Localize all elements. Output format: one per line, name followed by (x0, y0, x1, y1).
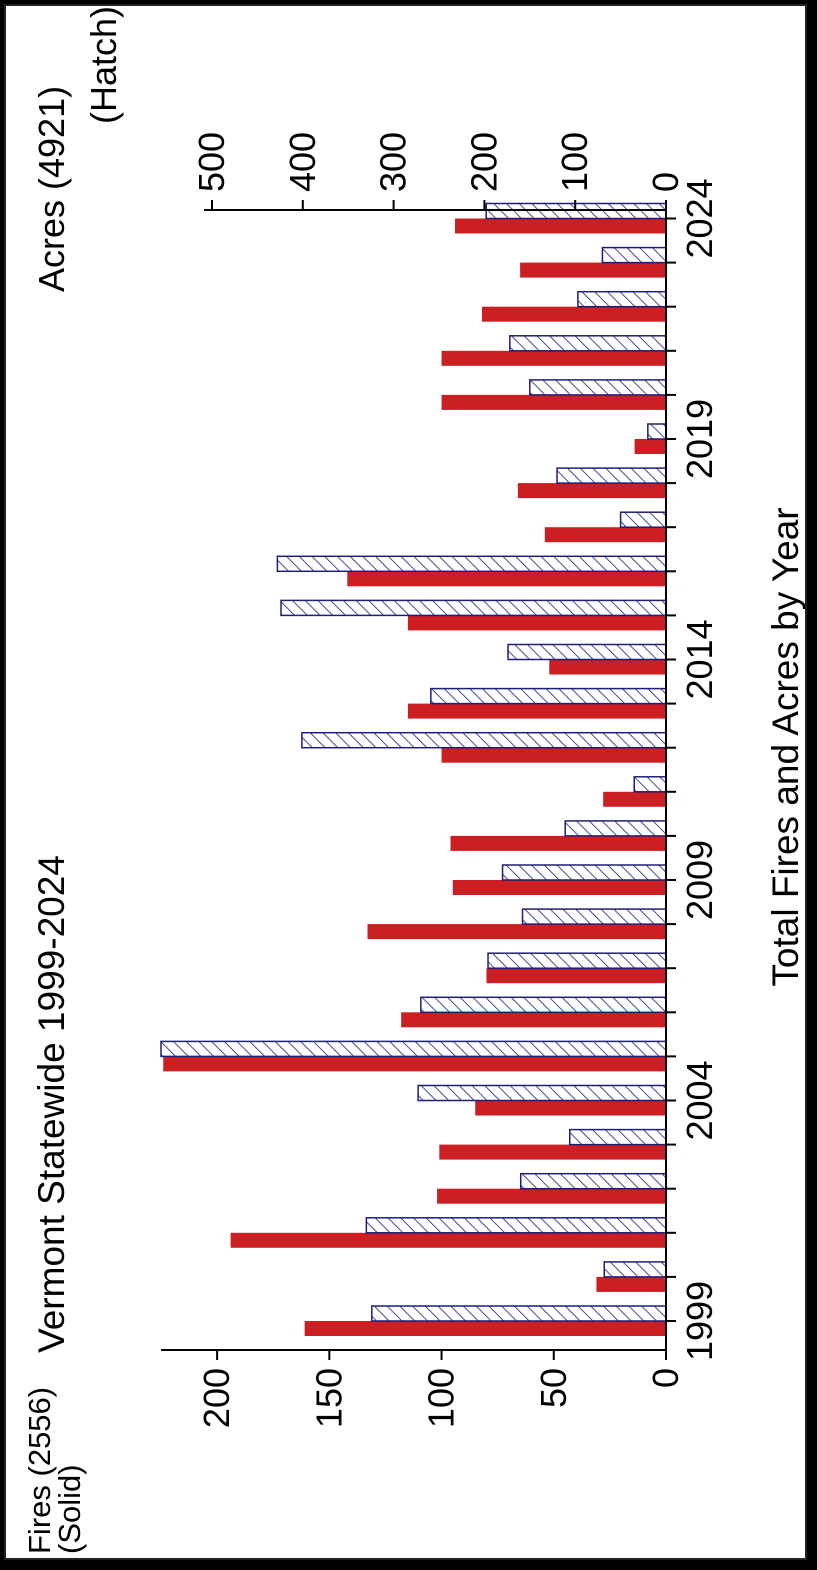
x-tick-label-1999: 1999 (679, 1281, 720, 1361)
right-tick-label-500: 500 (191, 132, 232, 192)
left-tick-label-50: 50 (533, 1368, 574, 1408)
fires-bar-2005 (163, 1056, 666, 1072)
x-axis-title: Total Fires and Acres by Year (765, 507, 806, 986)
left-tick-label-100: 100 (421, 1368, 462, 1428)
right-tick-label-300: 300 (373, 132, 414, 192)
acres-bar-2018 (556, 467, 667, 484)
acres-bar-2012 (301, 731, 667, 749)
acres-bar-2009 (501, 864, 667, 881)
fires-bar-2019 (634, 439, 666, 454)
right-axis-label-line2: (Hatch) (83, 6, 124, 124)
left-axis-label-line2: (Solid) (52, 1464, 87, 1554)
acres-bar-2022 (577, 290, 667, 308)
bars-layer (160, 202, 667, 1336)
acres-bar-2002 (519, 1172, 667, 1190)
fires-bar-2024 (455, 218, 666, 234)
right-tick-label-0: 0 (645, 172, 686, 192)
acres-bar-2014 (507, 643, 667, 661)
fires-bar-2006 (401, 1012, 666, 1028)
acres-bar-2008 (521, 908, 667, 925)
fires-bar-2016 (347, 571, 666, 587)
acres-bar-2010 (564, 820, 667, 837)
right-axis-label-line1: Acres (4921) (31, 86, 72, 292)
acres-bar-2011 (633, 776, 667, 793)
acres-bar-2016 (276, 555, 667, 573)
fires-bar-2018 (517, 483, 666, 499)
left-tick-label-0: 0 (645, 1368, 686, 1388)
acres-bar-2004 (417, 1084, 667, 1102)
right-tick-label-400: 400 (282, 132, 323, 192)
fires-bar-2015 (407, 615, 666, 631)
fires-bar-2013 (407, 703, 666, 719)
fires-bar-1999 (304, 1321, 666, 1336)
fires-bar-2007 (486, 968, 667, 984)
acres-bar-2007 (487, 952, 667, 969)
left-tick-label-150: 150 (308, 1368, 349, 1428)
acres-bar-2003 (569, 1128, 667, 1146)
x-tick-label-2014: 2014 (679, 619, 720, 699)
acres-bar-2020 (529, 379, 667, 396)
acres-bar-2015 (280, 599, 667, 617)
fires-bar-2001 (230, 1232, 666, 1248)
x-tick-label-2009: 2009 (679, 840, 720, 920)
x-tick-label-2004: 2004 (679, 1060, 720, 1140)
fires-bar-2022 (481, 306, 667, 322)
fires-bar-2010 (450, 835, 666, 851)
fires-bar-2023 (520, 262, 666, 278)
acres-bar-2019 (647, 423, 667, 440)
acres-bar-2001 (365, 1217, 667, 1234)
fires-bar-2009 (452, 880, 666, 895)
right-tick-label-200: 200 (463, 132, 504, 192)
fires-bar-2011 (603, 791, 667, 807)
chart-rotated-canvas: 0 50 100 150 200 0 100 200 300 400 500 1999 2004 2009… (6, 6, 806, 1558)
acres-bar-2013 (430, 687, 667, 705)
acres-bar-2000 (603, 1261, 667, 1278)
x-tick-label-2019: 2019 (679, 399, 720, 479)
fires-bar-2003 (439, 1144, 666, 1160)
x-tick-label-2024: 2024 (679, 178, 720, 258)
fires-bar-2020 (441, 394, 666, 410)
left-axis-label-line1: Fires (2556) (22, 1387, 57, 1554)
acres-bar-2005 (160, 1040, 667, 1058)
right-tick-label-100: 100 (554, 132, 595, 192)
acres-bar-2017 (619, 511, 667, 528)
left-tick-label-200: 200 (196, 1368, 237, 1428)
chart-frame: 0 50 100 150 200 0 100 200 300 400 500 1999 2004 2009… (4, 4, 807, 1560)
acres-bar-2023 (601, 246, 667, 264)
fires-acres-chart: 0 50 100 150 200 0 100 200 300 400 500 1999 2004 2009… (22, 6, 806, 1554)
acres-bar-1999 (371, 1305, 667, 1322)
fires-bar-2014 (549, 659, 666, 675)
fires-bar-2002 (437, 1188, 667, 1204)
acres-bar-2021 (509, 335, 667, 352)
fires-bar-2017 (544, 527, 666, 543)
fires-bar-2012 (441, 747, 666, 763)
fires-bar-2021 (441, 350, 666, 366)
fires-bar-2004 (475, 1100, 666, 1116)
chart-title: Vermont Statewide 1999-2024 (31, 855, 72, 1353)
fires-bar-2000 (596, 1276, 667, 1292)
axes-layer: 0 50 100 150 200 0 100 200 300 400 500 1999 2004 2009… (161, 132, 720, 1428)
acres-bar-2006 (420, 996, 667, 1014)
fires-bar-2008 (367, 924, 666, 940)
